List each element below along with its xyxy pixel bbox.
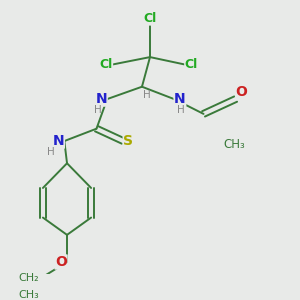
- Text: H: H: [177, 105, 185, 115]
- Text: O: O: [55, 255, 67, 269]
- Text: CH₂: CH₂: [18, 273, 39, 283]
- Text: N: N: [53, 134, 64, 148]
- Text: Cl: Cl: [185, 58, 198, 71]
- Text: H: H: [143, 90, 151, 100]
- Text: Cl: Cl: [99, 58, 112, 71]
- Text: N: N: [95, 92, 107, 106]
- Text: CH₃: CH₃: [18, 290, 39, 300]
- Text: S: S: [123, 134, 133, 148]
- Text: N: N: [174, 92, 186, 106]
- Text: Cl: Cl: [143, 12, 157, 25]
- Text: H: H: [94, 105, 102, 115]
- Text: O: O: [236, 85, 248, 99]
- Text: CH₃: CH₃: [224, 138, 245, 151]
- Text: H: H: [47, 147, 55, 157]
